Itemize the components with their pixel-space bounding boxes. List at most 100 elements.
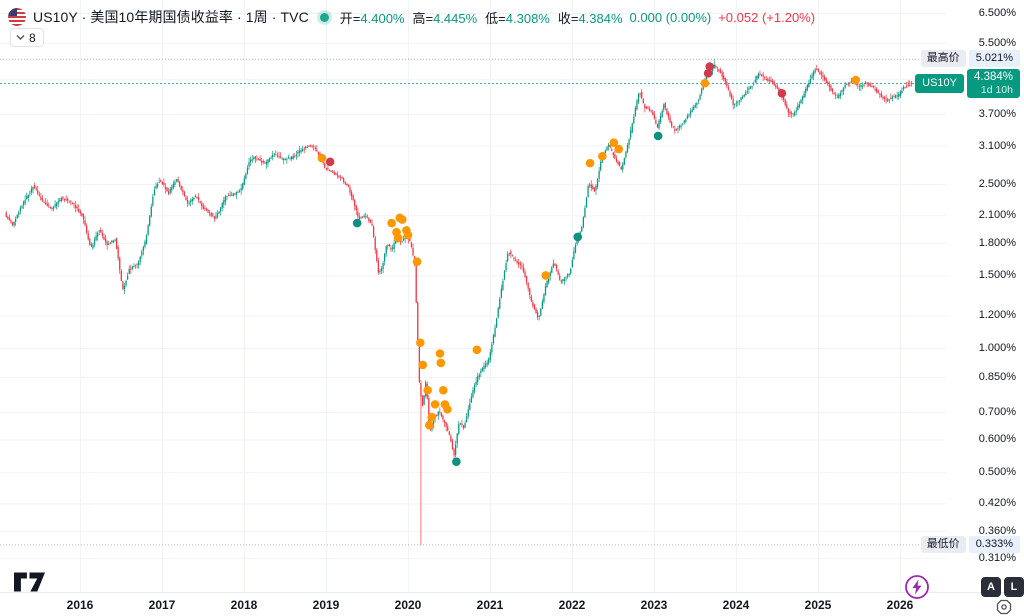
candle-body [696,102,698,106]
candle-body [682,123,684,125]
candle-body [675,129,678,131]
price-chart[interactable] [0,0,946,592]
candle-body [85,225,88,233]
candle-body [309,145,312,147]
candle-body [674,129,676,131]
candle-body [492,334,495,344]
candle-body [305,146,307,149]
candle-body [11,222,14,226]
candle-body [144,241,146,247]
market-status-icon [319,12,329,22]
price-scale[interactable]: 6.500% 5.500% 3.700% 3.100% 2.500% 2.100% 1.80… [946,0,1024,592]
candle-body [380,268,383,271]
tradingview-logo[interactable] [14,572,45,597]
candle-body [317,152,320,155]
candle-body [525,276,528,283]
candle-body [565,277,567,279]
candle-body [800,99,802,104]
candle-body [864,82,867,84]
candle-body [349,187,351,193]
candle-body [41,198,44,201]
candle-body [174,181,176,185]
candle-body [778,87,780,91]
candle-body [136,264,138,265]
candle-body [76,206,78,208]
teal-event-marker [653,131,663,141]
candle-body [358,216,361,220]
settings-icon[interactable] [996,599,1012,616]
candle-body [743,94,745,97]
candle-body [303,148,305,150]
candle-body [459,423,462,425]
candle-body [139,256,141,262]
candle-body [554,263,556,266]
orange-event-marker [416,338,425,348]
log-scale-button[interactable]: L [1004,577,1024,597]
candle-body [128,268,130,274]
candle-body [555,265,558,270]
auto-scale-button[interactable]: A [981,577,1001,597]
candle-body [290,156,293,160]
quick-actions-button[interactable] [904,574,930,605]
candle-body [732,99,734,105]
current-price-label[interactable]: 4.384% 1d 10h [966,68,1020,98]
candle-body [26,196,28,199]
candle-body [245,173,247,179]
collapsed-items-button[interactable]: 8 [10,28,44,47]
candle-body [661,110,663,117]
candle-body [120,270,122,281]
candle-body [712,68,714,72]
candle-body [620,166,622,170]
candle-body [253,157,255,159]
candle-body [51,208,53,210]
candle-body [462,425,465,429]
orange-event-marker [541,271,551,280]
candle-body [188,203,190,204]
candle-body [880,93,883,97]
candle-body [846,83,848,85]
candle-body [500,288,503,298]
candle-body [647,107,649,109]
candle-body [700,88,703,94]
candle-body [265,162,268,165]
candle-body [723,75,725,80]
candle-body [741,96,744,99]
candle-body [568,273,570,276]
candle-body [133,265,135,267]
candle-body [481,368,484,372]
candle-body [756,76,758,80]
candle-body [533,304,536,310]
candle-body [511,255,514,257]
candle-body [366,216,368,218]
candle-body [503,270,506,280]
candle-body [809,78,812,84]
candle-body [156,183,159,187]
symbol-title[interactable]: US10Y · 美国10年期国债收益率 · 1周 · TVC [33,9,309,25]
candle-body [350,191,353,197]
candle-body [44,202,47,205]
candle-body [175,179,178,182]
candle-body [477,376,479,382]
candle-body [590,184,592,189]
candle-body [754,79,756,83]
candle-body [571,259,573,267]
candle-body [644,104,646,109]
candle-body [194,195,197,197]
time-axis-label: 2026 [886,598,914,612]
candle-body [33,184,36,188]
candle-body [653,113,655,119]
candle-body [559,275,561,280]
candle-body [716,67,719,69]
candle-body [112,240,115,243]
candle-body [522,267,525,272]
candle-body [491,344,493,353]
time-scale[interactable]: 2016 2017 2018 2019 2020 2021 2022 2023 2024 2025… [0,592,1024,616]
candle-body [330,170,332,172]
price-axis-label: 0.360% [978,524,1016,537]
candle-body [902,86,905,90]
candle-body [16,215,18,219]
candle-body [60,197,63,201]
candle-body [268,158,271,162]
high-label: 高= [412,10,434,26]
lowest-price-tag: 最低价 [920,535,966,553]
